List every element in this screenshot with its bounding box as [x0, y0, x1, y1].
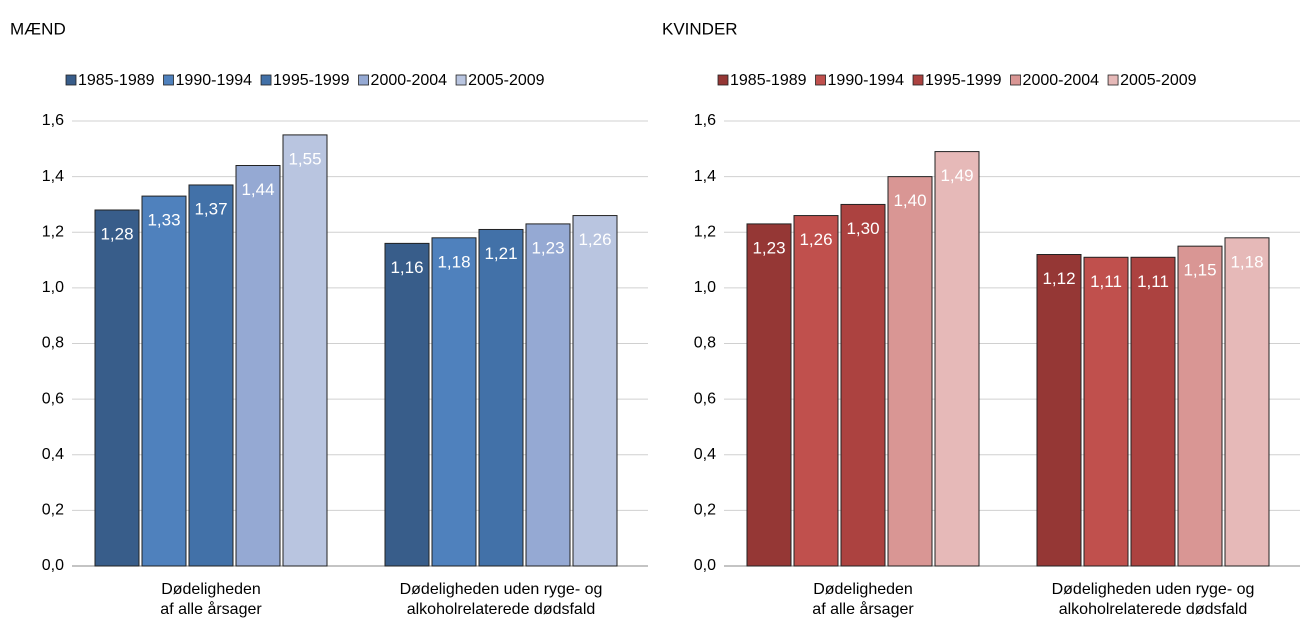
value-label: 1,37	[194, 199, 227, 218]
chart-title: KVINDER	[662, 19, 738, 38]
value-label: 1,23	[531, 238, 564, 257]
value-label: 1,15	[1183, 261, 1216, 280]
value-label: 1,18	[437, 252, 470, 271]
legend-swatch	[1107, 74, 1119, 86]
x-tick-label: Dødeligheden uden ryge- og alkoholrelater…	[1052, 581, 1255, 618]
legend-label: 2000-2004	[1023, 72, 1100, 89]
value-label: 1,30	[846, 219, 879, 238]
chart: KVINDER 0,0 0,2 0,4 0,6 0,8 1,0 1,2 1,4 1,6 1985-1…	[662, 19, 1300, 618]
bar	[141, 195, 187, 567]
bar	[746, 223, 792, 567]
value-label: 1,12	[1042, 269, 1075, 288]
legend-swatch	[163, 74, 174, 86]
x-tick-label: Dødeligheden af alle årsager	[812, 581, 914, 618]
legend-label: 1990-1994	[828, 72, 905, 89]
y-tick-label: 1,6	[694, 112, 716, 129]
legend-label: 2005-2009	[468, 72, 545, 89]
y-tick-label: 1,2	[694, 223, 716, 240]
y-tick-label: 1,6	[42, 112, 64, 129]
legend-swatch	[260, 74, 272, 86]
value-label: 1,40	[893, 191, 926, 210]
bar	[431, 237, 477, 567]
legend-label: 1990-1994	[176, 72, 253, 89]
value-label: 1,23	[752, 238, 785, 257]
chart: MÆND 0,0 0,2 0,4 0,6 0,8 1,0 1,2 1,4 1,6 1985-1989…	[10, 19, 648, 618]
legend-label: 1995-1999	[273, 72, 350, 89]
bar	[887, 176, 933, 567]
y-tick-label: 0,6	[694, 390, 716, 407]
bar	[282, 134, 328, 567]
y-tick-label: 1,4	[694, 168, 716, 185]
y-tick-label: 0,0	[694, 557, 716, 574]
value-label: 1,49	[940, 166, 973, 185]
y-tick-label: 1,4	[42, 168, 64, 185]
y-tick-label: 1,2	[42, 223, 64, 240]
value-label: 1,26	[799, 230, 832, 249]
chart-title: MÆND	[10, 19, 66, 38]
bar	[525, 223, 571, 567]
bar	[94, 209, 140, 567]
bar	[478, 228, 524, 567]
value-label: 1,26	[578, 230, 611, 249]
x-tick-label: Dødeligheden af alle årsager	[160, 581, 262, 618]
legend-swatch	[912, 74, 924, 86]
y-tick-label: 0,4	[42, 446, 64, 463]
y-tick-label: 0,0	[42, 557, 64, 574]
value-label: 1,28	[100, 224, 133, 243]
bar	[1224, 237, 1270, 567]
value-label: 1,16	[390, 258, 423, 277]
legend-swatch	[358, 74, 369, 86]
legend-label: 2000-2004	[371, 72, 448, 89]
value-label: 1,11	[1137, 272, 1169, 291]
bar	[572, 215, 618, 567]
bar	[1177, 245, 1223, 567]
value-label: 1,18	[1230, 252, 1263, 271]
legend-swatch	[455, 74, 467, 86]
value-label: 1,21	[484, 244, 517, 263]
value-label: 1,11	[1090, 272, 1122, 291]
bar	[188, 184, 234, 567]
y-tick-label: 0,2	[694, 502, 716, 519]
bar	[934, 151, 980, 567]
value-label: 1,33	[147, 211, 180, 230]
value-label: 1,55	[288, 149, 321, 168]
bar	[1036, 254, 1082, 567]
y-tick-label: 0,6	[42, 390, 64, 407]
legend-swatch	[815, 74, 826, 86]
legend-label: 1985-1989	[730, 72, 807, 89]
x-tick-label: Dødeligheden uden ryge- og alkoholrelater…	[400, 581, 603, 618]
bar	[1083, 256, 1129, 567]
legend-swatch	[65, 74, 77, 86]
y-tick-label: 0,4	[694, 446, 716, 463]
value-label: 1,44	[241, 180, 274, 199]
legend-swatch	[1010, 74, 1021, 86]
y-tick-label: 0,8	[694, 335, 716, 352]
y-tick-label: 0,2	[42, 502, 64, 519]
bar	[384, 242, 430, 567]
bar	[840, 203, 886, 567]
bar	[1130, 256, 1176, 567]
legend-swatch	[717, 74, 729, 86]
legend-label: 1995-1999	[925, 72, 1002, 89]
bar	[235, 165, 281, 567]
legend-label: 1985-1989	[78, 72, 155, 89]
bar	[793, 215, 839, 567]
y-tick-label: 1,0	[42, 279, 64, 296]
y-tick-label: 0,8	[42, 335, 64, 352]
y-tick-label: 1,0	[694, 279, 716, 296]
legend-label: 2005-2009	[1120, 72, 1197, 89]
